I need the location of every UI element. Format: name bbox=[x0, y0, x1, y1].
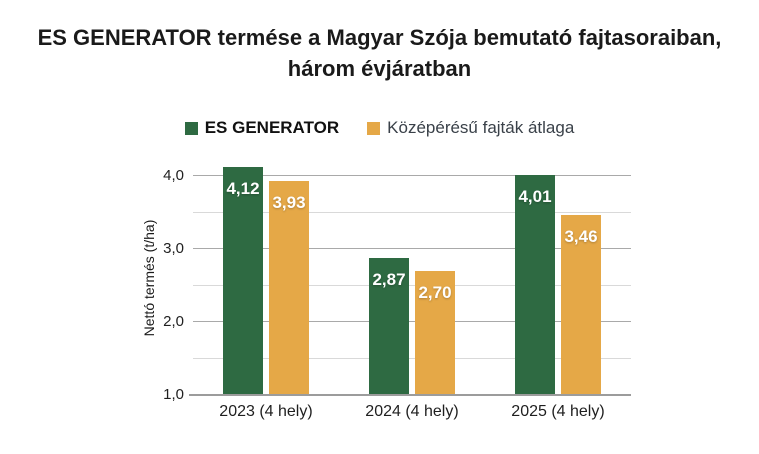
legend-swatch-orange bbox=[367, 121, 381, 135]
legend-label-es-generator: ES GENERATOR bbox=[204, 118, 340, 137]
gridline-major bbox=[193, 321, 631, 323]
y-axis-tick-label: 2,0 bbox=[163, 312, 184, 330]
bar-value-label: 3,46 bbox=[564, 227, 598, 247]
bar-value-label: 2,87 bbox=[372, 270, 406, 290]
x-axis-label: 2024 (4 hely) bbox=[365, 403, 459, 420]
chart-title-line-2: három évjáratban bbox=[287, 56, 472, 81]
gridline-minor bbox=[193, 284, 631, 286]
legend: ES GENERATOR Középérésű fajták átlaga bbox=[0, 118, 759, 138]
legend-item-average: Középérésű fajták átlaga bbox=[367, 118, 574, 138]
y-axis-tick-label: 1,0 bbox=[163, 386, 184, 403]
legend-label-average: Középérésű fajták átlaga bbox=[387, 118, 575, 137]
gridline-major bbox=[193, 248, 631, 250]
bar-average-2023: 3,93 bbox=[269, 180, 309, 395]
legend-swatch-green bbox=[184, 121, 198, 135]
bar-es-generator-2024: 2,87 bbox=[369, 258, 409, 395]
chart-title: ES GENERATOR termése a Magyar Szója bemu… bbox=[0, 22, 759, 84]
bar-average-2024: 2,70 bbox=[415, 270, 455, 395]
chart-title-line-1: ES GENERATOR termése a Magyar Szója bemu… bbox=[37, 25, 722, 50]
y-axis-tick-labels: 1,0 2,0 3,0 4,0 bbox=[142, 0, 184, 454]
bar-average-2025: 3,46 bbox=[561, 215, 601, 395]
gridline-minor bbox=[193, 211, 631, 213]
x-axis-label: 2025 (4 hely) bbox=[511, 403, 605, 420]
bar-es-generator-2025: 4,01 bbox=[515, 174, 555, 395]
gridline-minor bbox=[193, 357, 631, 359]
plot-area: 4,12 3,93 2,87 2,70 4,01 3,46 bbox=[189, 161, 631, 396]
legend-item-es-generator: ES GENERATOR bbox=[184, 118, 340, 138]
bar-es-generator-2023: 4,12 bbox=[223, 166, 263, 395]
bar-value-label: 4,12 bbox=[226, 178, 260, 198]
gridline-major bbox=[193, 175, 631, 177]
x-axis-label: 2023 (4 hely) bbox=[219, 403, 313, 420]
bar-value-label: 3,93 bbox=[272, 192, 306, 212]
bar-value-label: 4,01 bbox=[518, 186, 552, 206]
y-axis-tick-label: 3,0 bbox=[163, 239, 184, 257]
bar-value-label: 2,70 bbox=[418, 282, 452, 302]
y-axis-tick-label: 4,0 bbox=[163, 166, 184, 184]
x-axis-line bbox=[189, 394, 631, 396]
